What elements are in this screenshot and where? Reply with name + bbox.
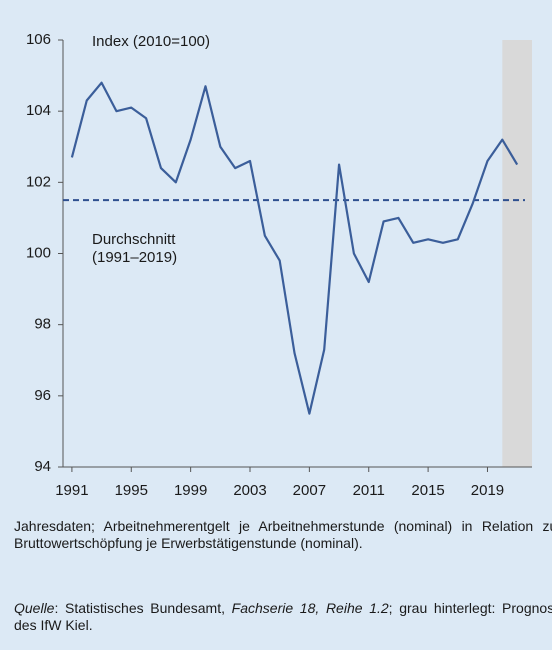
y-tick-label: 104 [26,102,51,119]
x-tick-label: 1999 [174,482,207,499]
source-part: ; grau hinterlegt: Prognose des IfW Kiel… [14,600,552,633]
y-tick-label: 94 [34,458,51,475]
x-tick-label: 1991 [55,482,88,499]
x-tick-label: 2019 [471,482,504,499]
y-tick-label: 100 [26,244,51,261]
x-tick-label: 2015 [411,482,444,499]
source: Quelle: Statistisches Bundesamt, Fachser… [14,600,552,634]
y-tick-label: 96 [34,387,51,404]
forecast-shade [502,40,532,467]
description: Jahresdaten; Arbeitnehmerentgelt je Arbe… [14,518,552,551]
y-tick-label: 106 [26,31,51,48]
average-label: (1991–2019) [92,249,177,266]
average-label: Durchschnitt [92,231,176,248]
data-line [70,81,519,415]
source-part: Fachserie 18, Reihe 1.2 [231,600,389,616]
source-part: : Statistisches Bundesamt, [54,600,232,616]
chart: 94 96 98 100 102 104 106 1991 1995 1999 2003 2007 20… [26,31,532,499]
y-tick-label: 102 [26,173,51,190]
y-tick-label: 98 [34,316,51,333]
x-tick-label: 1995 [115,482,148,499]
annotation: Index (2010=100) [92,33,210,50]
x-tick-label: 2007 [293,482,326,499]
source-part: Quelle [14,600,55,616]
x-tick-label: 2011 [353,482,385,499]
x-tick-label: 2003 [233,482,266,499]
